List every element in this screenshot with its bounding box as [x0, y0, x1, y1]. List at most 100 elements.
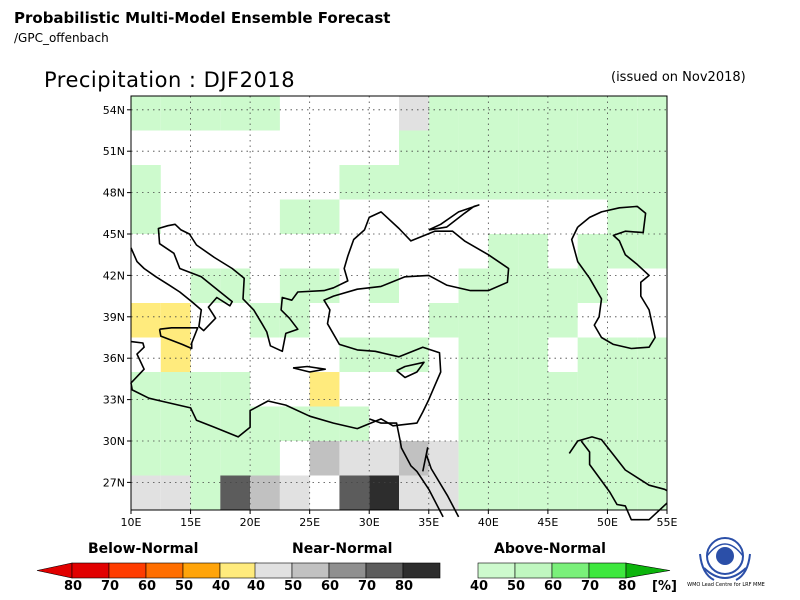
forecast-cell	[488, 406, 519, 441]
forecast-cell	[220, 475, 251, 510]
forecast-cell	[577, 475, 608, 510]
forecast-cell	[339, 406, 370, 441]
forecast-cell	[488, 130, 519, 165]
forecast-cell	[250, 96, 280, 131]
forecast-cell	[279, 406, 310, 441]
forecast-cell	[458, 303, 489, 338]
forecast-cell	[547, 165, 578, 200]
forecast-cell	[458, 337, 489, 372]
legend-above-swatch	[588, 562, 627, 579]
lat-tick-label: 45N	[103, 228, 125, 241]
legend-below-swatch	[219, 562, 258, 579]
legend-below-label: 50	[175, 579, 194, 594]
forecast-cell	[547, 406, 578, 441]
coastline	[158, 327, 199, 350]
legend-below-swatch	[182, 562, 221, 579]
forecast-cell	[131, 199, 161, 234]
forecast-cell	[399, 475, 429, 510]
legend-near-swatch	[328, 562, 367, 579]
forecast-cell	[518, 406, 548, 441]
forecast-cell	[190, 475, 221, 510]
legend-above-label: 80	[618, 579, 637, 594]
forecast-cell	[369, 165, 399, 200]
lat-tick-label: 51N	[103, 145, 125, 158]
forecast-cell	[607, 130, 638, 165]
forecast-cell	[399, 165, 429, 200]
forecast-cell	[518, 475, 548, 510]
forecast-cell	[577, 441, 608, 476]
forecast-cell	[458, 406, 489, 441]
forecast-cell	[488, 268, 519, 303]
logo-caption: WMO Lead Centre for LRF MME	[687, 582, 765, 588]
forecast-cell	[309, 372, 340, 407]
legend-below-label: 70	[101, 579, 120, 594]
legend-above-arrow	[625, 562, 671, 579]
forecast-cell	[399, 441, 429, 476]
legend-near-label: 70	[358, 579, 377, 594]
forecast-cell	[577, 234, 608, 269]
coastline	[570, 205, 656, 350]
forecast-cell	[458, 441, 489, 476]
legend-below-swatch	[145, 562, 184, 579]
forecast-cell	[607, 199, 638, 234]
forecast-cell	[250, 441, 280, 476]
coastline	[396, 361, 425, 379]
forecast-cell	[577, 96, 608, 131]
forecast-title: Probabilistic Multi-Model Ensemble Forec…	[14, 9, 391, 27]
forecast-cell	[428, 303, 459, 338]
forecast-cell	[577, 165, 608, 200]
lat-tick-label: 39N	[103, 311, 125, 324]
lat-tick-label: 33N	[103, 394, 125, 407]
forecast-cell	[577, 406, 608, 441]
longitude-ticks: 10E 15E 20E 25E 30E 35E 40E 45E 50E 55E	[121, 510, 678, 529]
forecast-cell	[399, 96, 429, 131]
forecast-cell	[220, 441, 251, 476]
legend-near-swatch	[291, 562, 330, 579]
legend-below-swatch	[71, 562, 110, 579]
forecast-cell	[369, 441, 399, 476]
forecast-cell	[488, 372, 519, 407]
lon-tick-label: 45E	[537, 516, 558, 529]
lat-tick-label: 36N	[103, 352, 125, 365]
forecast-cell	[607, 165, 638, 200]
forecast-cell	[637, 96, 667, 131]
forecast-cell	[637, 234, 667, 269]
forecast-cell	[488, 475, 519, 510]
forecast-cell	[637, 165, 667, 200]
forecast-cell	[339, 165, 370, 200]
legend-near-label: 60	[321, 579, 340, 594]
forecast-cell	[518, 165, 548, 200]
probability-cells	[131, 96, 667, 510]
forecast-cell	[190, 96, 221, 131]
legend-above-swatch	[551, 562, 590, 579]
coastline	[422, 447, 460, 518]
forecast-cell	[369, 475, 399, 510]
forecast-cell	[279, 303, 310, 338]
legend-near-label: 40	[247, 579, 266, 594]
forecast-cell	[131, 406, 161, 441]
forecast-cell	[637, 372, 667, 407]
forecast-cell	[279, 199, 310, 234]
forecast-cell	[488, 441, 519, 476]
forecast-cell	[637, 441, 667, 476]
forecast-cell	[160, 372, 191, 407]
forecast-cell	[607, 475, 638, 510]
forecast-cell	[488, 234, 519, 269]
forecast-cell	[309, 199, 340, 234]
forecast-cell	[220, 96, 251, 131]
legend-below-arrow	[36, 562, 73, 579]
lat-tick-label: 54N	[103, 104, 125, 117]
forecast-cell	[131, 303, 161, 338]
lon-tick-label: 35E	[418, 516, 439, 529]
lon-tick-label: 40E	[478, 516, 499, 529]
forecast-cell	[518, 96, 548, 131]
forecast-cell	[160, 96, 191, 131]
legend-above-swatch	[514, 562, 553, 579]
forecast-cell	[607, 96, 638, 131]
forecast-cell	[131, 441, 161, 476]
lat-tick-label: 27N	[103, 476, 125, 489]
forecast-cell	[339, 441, 370, 476]
forecast-cell	[339, 337, 370, 372]
forecast-cell	[518, 337, 548, 372]
forecast-cell	[160, 337, 191, 372]
